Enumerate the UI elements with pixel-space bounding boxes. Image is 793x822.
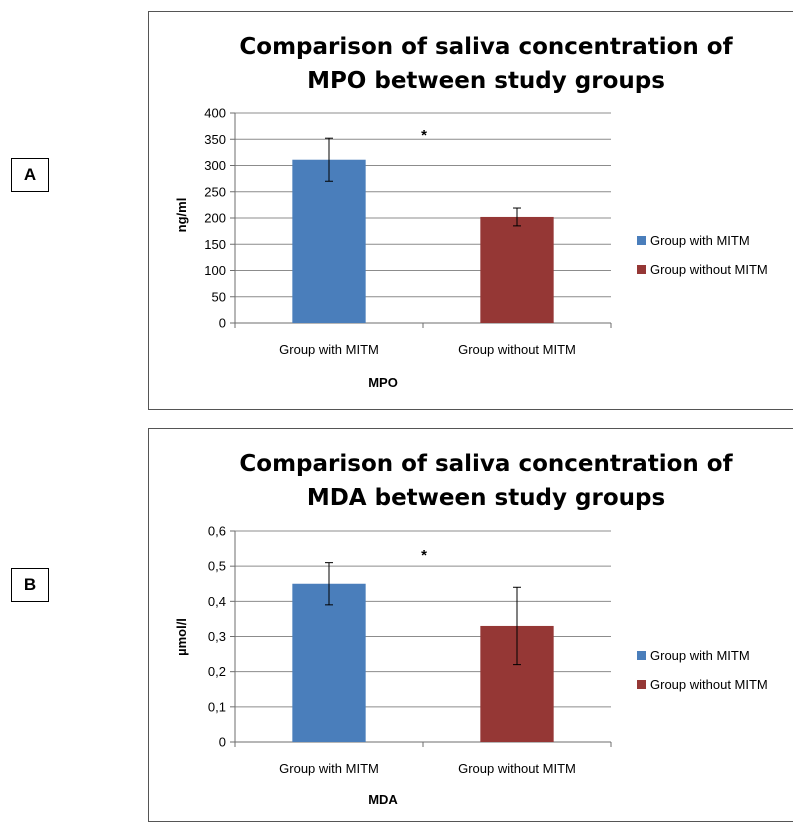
x-axis-label: MPO <box>368 375 398 390</box>
chart-title-line-2: MDA between study groups <box>307 485 665 511</box>
y-tick-label: 300 <box>204 158 226 173</box>
bar-group-without-mitm <box>480 216 554 323</box>
y-axis-label: µmol/l <box>174 618 189 656</box>
y-tick-label: 0,6 <box>208 524 226 539</box>
legend: Group with MITM Group without MITM <box>637 233 768 277</box>
x-category-label: Group with MITM <box>279 342 379 357</box>
y-tick-label: 0 <box>219 316 226 331</box>
legend-label-group-without-mitm: Group without MITM <box>650 677 768 692</box>
plot-area: 0 0,1 0,2 0,3 0,4 0,5 0,6 Group with MITM Group … <box>208 524 612 776</box>
y-tick-label: 350 <box>204 132 226 147</box>
y-tick-label: 200 <box>204 211 226 226</box>
y-tick-label: 0,1 <box>208 699 226 714</box>
bar-group-with-mitm <box>292 583 366 742</box>
legend-label-group-with-mitm: Group with MITM <box>650 648 750 663</box>
chart-mda-svg: Comparison of saliva concentration of MD… <box>174 451 768 807</box>
legend-label-group-without-mitm: Group without MITM <box>650 262 768 277</box>
legend-swatch-group-without-mitm <box>637 265 646 274</box>
chart-mpo: Comparison of saliva concentration of MP… <box>148 11 793 410</box>
chart-mda: Comparison of saliva concentration of MD… <box>148 428 793 822</box>
y-tick-label: 0,3 <box>208 629 226 644</box>
bar-group-with-mitm <box>292 159 366 323</box>
chart-title-line-1: Comparison of saliva concentration of <box>239 34 733 60</box>
x-category-label: Group without MITM <box>458 761 576 776</box>
legend-swatch-group-without-mitm <box>637 680 646 689</box>
panel-label-b: B <box>11 568 49 602</box>
y-tick-label: 250 <box>204 184 226 199</box>
legend: Group with MITM Group without MITM <box>637 648 768 692</box>
legend-swatch-group-with-mitm <box>637 236 646 245</box>
x-category-label: Group with MITM <box>279 761 379 776</box>
y-tick-label: 50 <box>212 289 226 304</box>
plot-area: 0 50 100 150 200 250 300 350 400 Group with MITM G… <box>204 106 612 357</box>
panel-label-a: A <box>11 158 49 192</box>
significance-marker: * <box>421 547 427 564</box>
legend-swatch-group-with-mitm <box>637 651 646 660</box>
y-tick-label: 0,5 <box>208 559 226 574</box>
y-tick-label: 100 <box>204 263 226 278</box>
y-tick-label: 150 <box>204 237 226 252</box>
y-tick-label: 0 <box>219 735 226 750</box>
chart-title-line-2: MPO between study groups <box>307 68 665 94</box>
y-axis-label: ng/ml <box>174 198 189 233</box>
chart-title-line-1: Comparison of saliva concentration of <box>239 451 733 477</box>
y-tick-label: 0,4 <box>208 594 226 609</box>
x-axis-label: MDA <box>368 792 398 807</box>
chart-mpo-svg: Comparison of saliva concentration of MP… <box>174 34 768 390</box>
legend-label-group-with-mitm: Group with MITM <box>650 233 750 248</box>
y-tick-label: 400 <box>204 106 226 121</box>
x-category-label: Group without MITM <box>458 342 576 357</box>
significance-marker: * <box>421 127 427 144</box>
y-tick-label: 0,2 <box>208 664 226 679</box>
